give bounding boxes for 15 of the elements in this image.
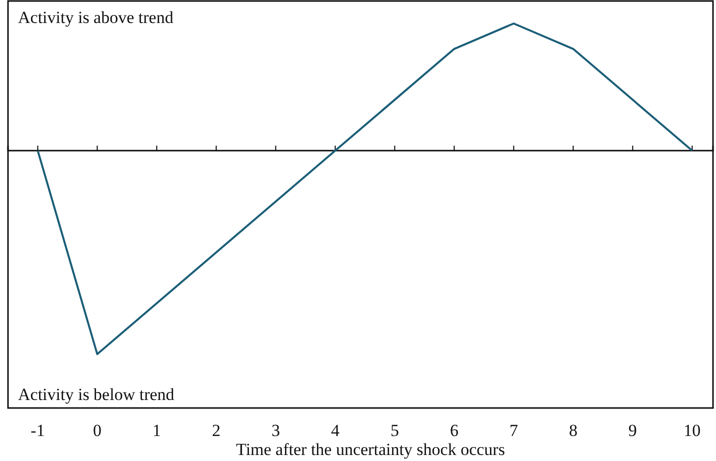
x-axis-title: Time after the uncertainty shock occurs [236, 440, 505, 459]
x-tick-label: 6 [450, 421, 458, 440]
x-tick-label: 4 [330, 421, 340, 440]
x-tick-label: 2 [212, 421, 220, 440]
x-tick-label: 7 [509, 421, 518, 440]
x-tick-label: 3 [271, 421, 280, 440]
x-tick-label: -1 [30, 421, 45, 440]
x-tick-label: 5 [390, 421, 399, 440]
x-tick-label: 0 [92, 421, 102, 440]
x-tick-label: 10 [684, 421, 701, 440]
x-tick-label: 8 [568, 421, 578, 440]
text: Activity is below trend [18, 385, 175, 404]
x-tick-label: 1 [152, 421, 161, 440]
x-tick-label: 9 [628, 421, 637, 440]
annotation: Activity is above trend [18, 8, 174, 27]
